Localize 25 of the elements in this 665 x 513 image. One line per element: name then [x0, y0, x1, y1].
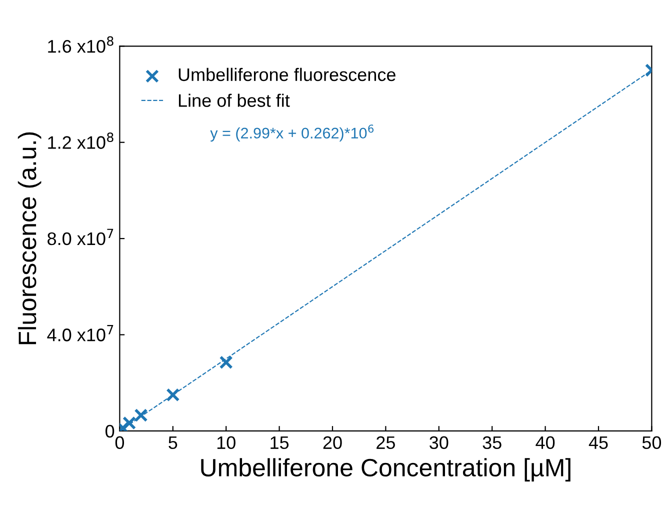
x-axis-title: Umbelliferone Concentration [µM] [201, 458, 570, 482]
x-tick-label: 45 [588, 436, 608, 450]
x-tick-label: 40 [536, 436, 555, 450]
y-tick-label: 1.2 x10$^{8}$ [48, 132, 114, 149]
x-tick-label: 5 [168, 436, 178, 450]
y-tick-label: 8.0 x10$^{7}$ [48, 228, 114, 246]
y-tick-label: 0 [106, 424, 114, 438]
x-tick-label: 30 [430, 436, 448, 450]
point [134, 408, 148, 422]
x-tick-label: 0 [115, 436, 124, 450]
annotation: y = (2.99*x + 0.262)*10$^{6}$ [210, 124, 374, 142]
x-tick-label: 15 [270, 436, 289, 450]
legend-label: Umbelliferone fluorescence [178, 68, 396, 82]
y-axis-title: Fluorescence (a.u.) [18, 132, 42, 344]
x-tick-label: 10 [217, 436, 236, 450]
point [122, 416, 136, 430]
y-tick-label: 1.6 x10$^{8}$ [48, 36, 114, 53]
x-tick-label: 25 [376, 436, 395, 450]
legend-label: Line of best fit [178, 94, 290, 107]
x-tick-label: 35 [482, 436, 502, 450]
x-tick-label: 20 [323, 436, 342, 450]
point [166, 388, 180, 402]
x-tick-label: 50 [642, 436, 662, 450]
point [219, 356, 233, 370]
y-tick-label: 4.0 x10$^{7}$ [47, 325, 114, 342]
